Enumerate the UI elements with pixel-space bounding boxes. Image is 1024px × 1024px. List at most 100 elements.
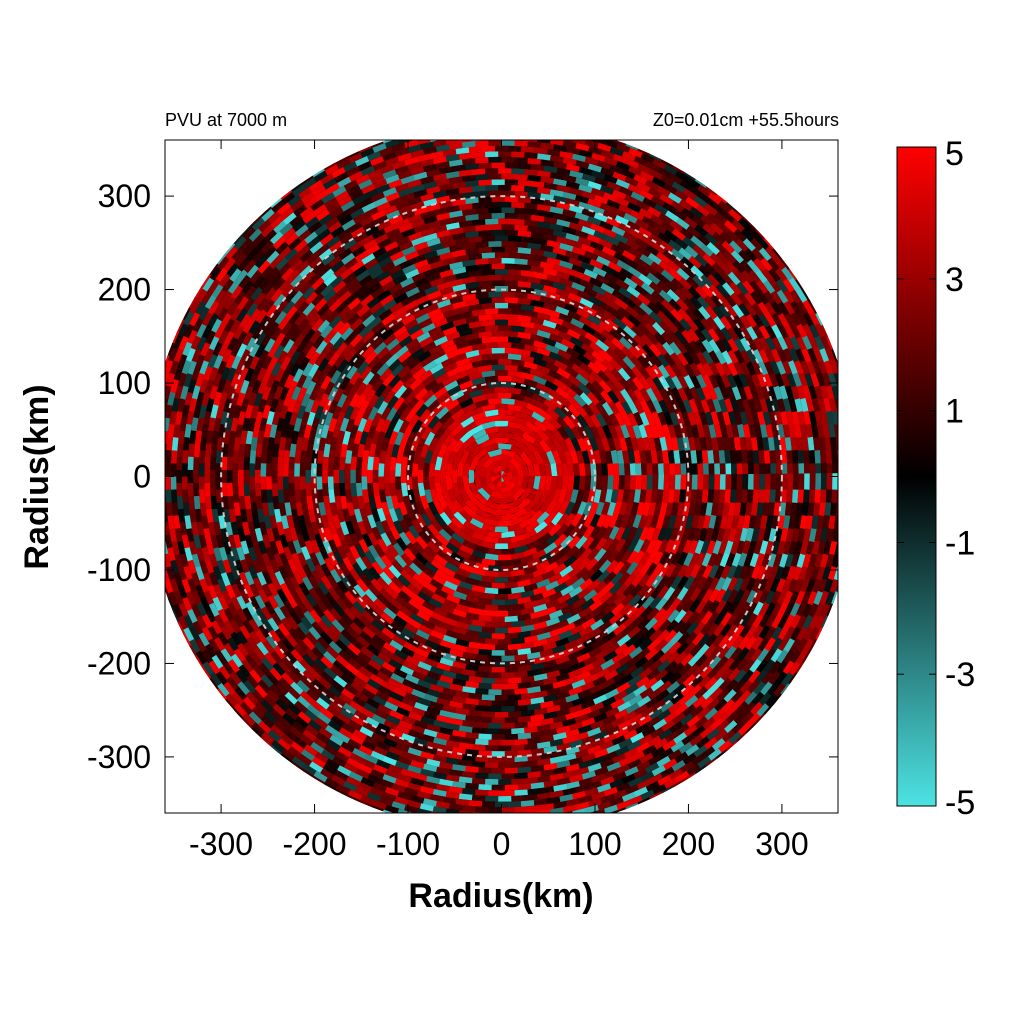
- field-cell: [735, 447, 743, 464]
- field-cell: [663, 584, 677, 601]
- field-cell: [490, 454, 502, 462]
- field-cell: [464, 366, 480, 376]
- field-cell: [427, 242, 444, 253]
- field-cell: [497, 358, 512, 365]
- field-cell: [545, 437, 558, 453]
- field-cell: [676, 639, 691, 655]
- field-cell: [466, 236, 482, 244]
- field-cell: [437, 443, 448, 459]
- field-cell: [661, 513, 672, 529]
- field-cell: [501, 486, 511, 494]
- field-cell: [650, 583, 664, 600]
- field-cell: [323, 527, 334, 543]
- field-cell: [327, 463, 334, 479]
- field-cell: [260, 463, 267, 479]
- field-cell: [546, 532, 561, 546]
- field-cell: [497, 409, 512, 416]
- field-cell: [329, 607, 344, 624]
- field-cell: [349, 424, 359, 440]
- field-cell: [417, 408, 431, 424]
- field-cell: [492, 235, 509, 242]
- field-cell: [648, 259, 665, 274]
- field-cell: [580, 322, 596, 336]
- field-cell: [447, 521, 462, 536]
- field-cell: [418, 624, 435, 636]
- field-cell: [465, 595, 481, 604]
- field-cell: [260, 476, 267, 493]
- field-cell: [311, 335, 325, 351]
- field-cell: [685, 326, 700, 343]
- field-cell: [637, 364, 651, 380]
- field-cell: [314, 564, 327, 581]
- field-cell: [350, 637, 366, 653]
- field-cell: [282, 476, 289, 492]
- field-cell: [337, 617, 353, 633]
- field-cell: [570, 425, 583, 440]
- field-cell: [724, 487, 732, 503]
- field-cell: [712, 448, 720, 464]
- field-cell: [364, 683, 381, 697]
- field-cell: [414, 666, 431, 677]
- field-cell: [266, 356, 279, 373]
- field-cell: [588, 321, 605, 334]
- field-cell: [611, 232, 629, 244]
- field-cell: [696, 562, 708, 579]
- field-cell: [372, 482, 380, 498]
- field-cell: [282, 599, 296, 617]
- field-cell: [693, 435, 702, 451]
- field-cell: [358, 538, 370, 555]
- field-cell: [491, 650, 507, 656]
- field-cell: [295, 502, 304, 519]
- field-cell: [567, 403, 581, 418]
- field-cell: [741, 487, 748, 503]
- field-cell: [599, 244, 617, 257]
- field-cell: [363, 502, 373, 518]
- field-cell: [713, 359, 726, 377]
- field-cell: [576, 524, 589, 540]
- field-cell: [400, 553, 414, 568]
- field-cell: [378, 261, 396, 274]
- field-cell: [731, 383, 742, 401]
- field-cell: [734, 525, 744, 542]
- field-cell: [488, 212, 505, 219]
- field-cell: [481, 694, 498, 701]
- field-cell: [426, 670, 444, 681]
- field-cell: [398, 605, 415, 619]
- field-cell: [296, 564, 308, 581]
- field-cell: [294, 351, 307, 368]
- field-cell: [524, 499, 539, 513]
- field-cell: [608, 307, 625, 321]
- field-cell: [653, 299, 669, 314]
- field-cell: [345, 551, 358, 567]
- field-cell: [481, 609, 497, 617]
- field-cell: [455, 603, 472, 614]
- field-cell: [489, 263, 505, 270]
- field-cell: [407, 489, 416, 505]
- field-cell: [407, 617, 423, 631]
- field-cell: [351, 443, 360, 459]
- field-cell: [269, 515, 278, 532]
- field-cell: [393, 520, 405, 536]
- field-cell: [475, 705, 491, 712]
- field-cell: [377, 704, 394, 717]
- header-left-label: PVU at 7000 m: [165, 110, 287, 130]
- field-cell: [677, 316, 692, 332]
- field-cell: [614, 512, 625, 529]
- field-cell: [508, 677, 524, 684]
- field-cell: [579, 342, 595, 355]
- field-cell: [601, 423, 613, 439]
- field-cell: [558, 437, 570, 453]
- field-cell: [702, 461, 709, 477]
- field-cell: [405, 231, 423, 243]
- field-cell: [347, 642, 363, 658]
- field-cell: [626, 653, 643, 668]
- field-cell: [391, 274, 408, 286]
- field-cell: [318, 308, 333, 324]
- field-cell: [455, 494, 467, 509]
- field-cell: [352, 562, 365, 578]
- field-cell: [511, 207, 528, 215]
- field-cell: [560, 584, 576, 597]
- field-cell: [625, 264, 642, 278]
- field-cell: [367, 532, 380, 548]
- field-cell: [671, 317, 686, 334]
